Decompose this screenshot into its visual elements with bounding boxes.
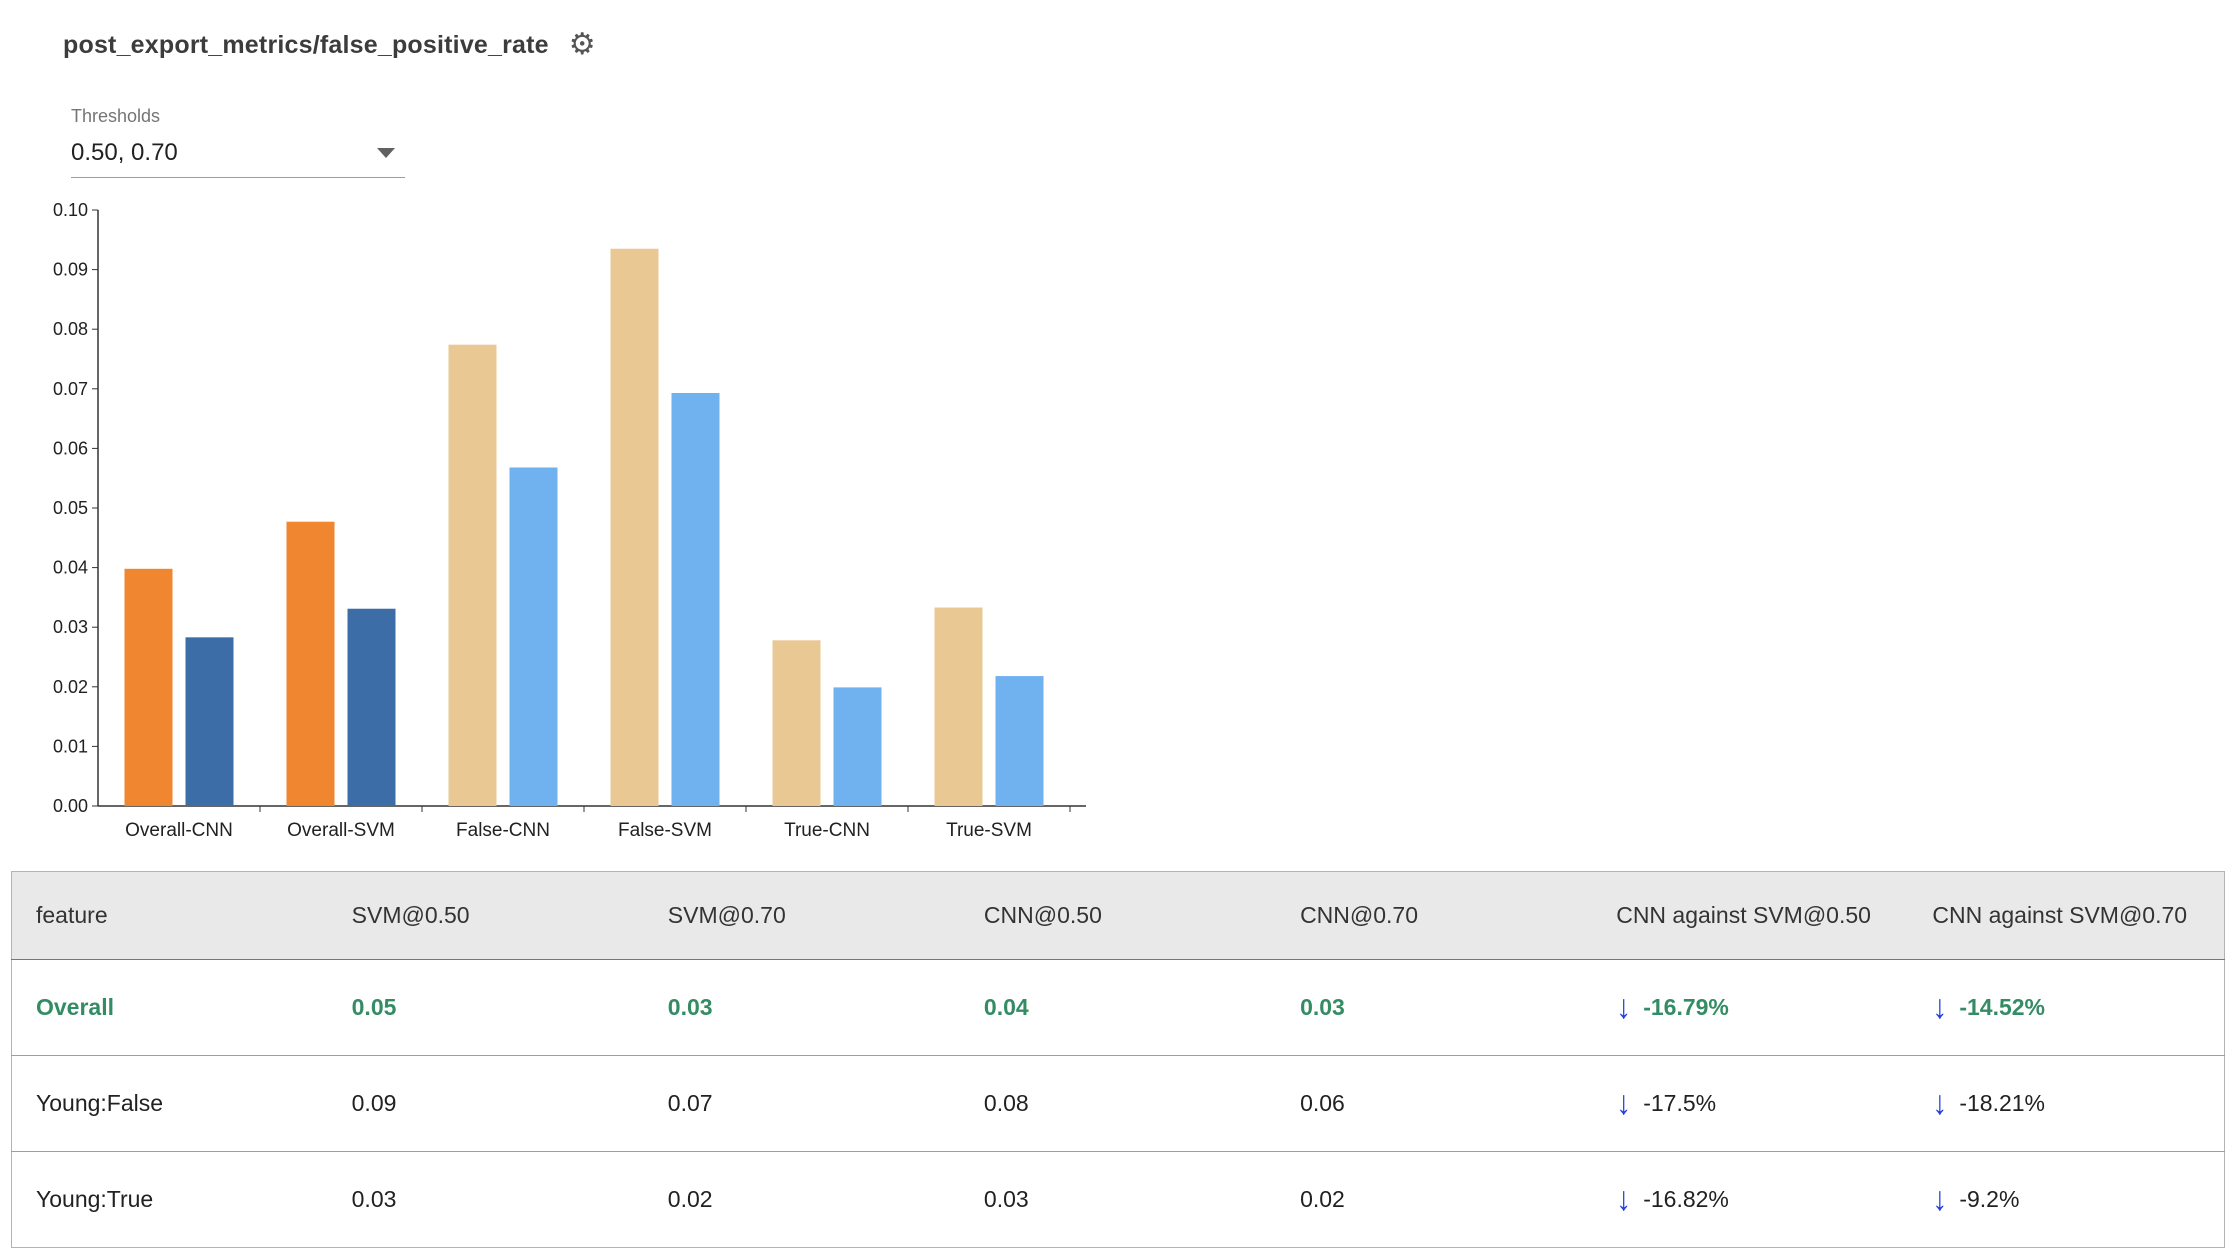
metric-cell: 0.09 [351, 1090, 397, 1116]
bar[interactable] [185, 637, 234, 806]
y-axis-tick-label: 0.09 [53, 260, 88, 280]
y-axis-tick-label: 0.10 [53, 200, 88, 220]
y-axis-tick-label: 0.01 [53, 736, 88, 756]
metric-cell: 0.03 [351, 1186, 397, 1212]
table-row[interactable]: Young:True 0.03 0.02 0.03 0.02 ↓ -16.82% ↓ -9.2% [12, 1152, 2225, 1248]
y-axis-tick-label: 0.08 [53, 319, 88, 339]
thresholds-label: Thresholds [71, 106, 161, 126]
x-axis-label: True-CNN [784, 820, 870, 841]
delta-cell: ↓ -9.2% [1908, 1152, 2224, 1248]
bar[interactable] [509, 467, 558, 806]
bar[interactable] [610, 248, 659, 807]
down-arrow-icon: ↓ [1616, 1180, 1632, 1218]
x-axis-label: False-SVM [618, 820, 712, 841]
y-axis-tick-label: 0.00 [53, 796, 88, 816]
table-header-row: feature SVM@0.50 SVM@0.70 CNN@0.50 CNN@0.70 C… [11, 871, 2225, 960]
delta-cell: ↓ -17.5% [1592, 1056, 1908, 1152]
table-row[interactable]: Overall 0.05 0.03 0.04 0.03 ↓ -16.79% ↓ -14.52% [11, 960, 2225, 1056]
delta-value: -16.82% [1643, 1185, 1729, 1212]
metric-cell: 0.02 [667, 1186, 713, 1212]
column-header: CNN@0.50 [959, 871, 1277, 960]
metric-cell: 0.03 [983, 1186, 1029, 1212]
metric-cell: 0.04 [983, 994, 1029, 1020]
table-row[interactable]: Young:False 0.09 0.07 0.08 0.06 ↓ -17.5% ↓ -18.2… [11, 1056, 2225, 1152]
x-axis-label: Overall-SVM [287, 820, 395, 841]
feature-cell: Young:False [36, 1090, 164, 1116]
bar-chart-svg: 0.00 0.01 0.02 0.03 0.04 0.05 0.06 0.07 0.08 0.09… [53, 200, 1086, 841]
metric-cell: 0.08 [983, 1090, 1029, 1116]
panel-header: post_export_metrics/false_positive_rate … [0, 0, 2236, 60]
column-header: SVM@0.70 [643, 871, 960, 960]
thresholds-dropdown[interactable]: Thresholds 0.50, 0.70 [71, 106, 405, 178]
feature-cell: Young:True [36, 1186, 154, 1212]
feature-cell: Overall [36, 994, 114, 1020]
bar[interactable] [448, 344, 497, 806]
bar[interactable] [833, 687, 882, 806]
bar[interactable] [995, 676, 1044, 806]
metric-cell: 0.07 [667, 1090, 713, 1116]
thresholds-value: 0.50, 0.70 [71, 139, 178, 166]
y-axis-tick-label: 0.03 [53, 617, 88, 637]
false-positive-rate-bar-chart: 0.00 0.01 0.02 0.03 0.04 0.05 0.06 0.07 0.08 0.09… [12, 196, 2236, 863]
down-arrow-icon: ↓ [1616, 1084, 1632, 1122]
metric-cell: 0.02 [1300, 1186, 1345, 1212]
delta-value: -17.5% [1643, 1089, 1717, 1116]
delta-value: -16.79% [1643, 993, 1729, 1020]
metric-cell: 0.05 [351, 994, 397, 1020]
column-header: CNN@0.70 [1276, 871, 1593, 960]
delta-value: -9.2% [1959, 1185, 2020, 1212]
metric-cell: 0.03 [667, 994, 713, 1020]
y-axis-tick-label: 0.04 [53, 558, 88, 578]
y-axis-tick-label: 0.07 [53, 379, 88, 399]
metrics-table: feature SVM@0.50 SVM@0.70 CNN@0.50 CNN@0.70 C… [11, 871, 2225, 1248]
y-axis-tick-label: 0.06 [53, 438, 88, 458]
down-arrow-icon: ↓ [1932, 1180, 1948, 1218]
delta-value: -14.52% [1959, 993, 2046, 1020]
down-arrow-icon: ↓ [1932, 1084, 1948, 1122]
page-title: post_export_metrics/false_positive_rate [63, 30, 549, 59]
down-arrow-icon: ↓ [1616, 988, 1632, 1026]
x-axis-label: False-CNN [456, 820, 550, 841]
delta-value: -18.21% [1959, 1089, 2046, 1116]
metric-cell: 0.06 [1300, 1090, 1345, 1116]
x-axis-label: True-SVM [946, 820, 1032, 841]
chevron-down-icon [377, 148, 395, 158]
bar[interactable] [934, 607, 983, 806]
column-header: CNN against SVM@0.70 [1908, 871, 2225, 960]
thresholds-select[interactable]: 0.50, 0.70 [71, 131, 405, 178]
bar[interactable] [671, 392, 720, 806]
delta-cell: ↓ -16.79% [1592, 960, 1908, 1056]
delta-cell: ↓ -18.21% [1908, 1056, 2224, 1152]
y-axis-tick-label: 0.02 [53, 677, 88, 697]
column-header: feature [11, 871, 328, 960]
column-header: SVM@0.50 [327, 871, 644, 960]
y-axis-tick-label: 0.05 [53, 498, 88, 518]
column-header: CNN against SVM@0.50 [1592, 871, 1909, 960]
bar[interactable] [124, 568, 173, 806]
metric-cell: 0.03 [1300, 994, 1345, 1020]
bar[interactable] [347, 608, 396, 806]
bar[interactable] [286, 521, 335, 806]
bar[interactable] [772, 640, 821, 806]
metrics-table-body: Overall 0.05 0.03 0.04 0.03 ↓ -16.79% ↓ -14.52% Y… [11, 960, 2225, 1248]
x-axis-label: Overall-CNN [125, 820, 233, 841]
metrics-table-head: feature SVM@0.50 SVM@0.70 CNN@0.50 CNN@0.70 C… [11, 871, 2225, 960]
settings-gear-icon[interactable]: ⚙ [568, 28, 596, 61]
down-arrow-icon: ↓ [1932, 988, 1948, 1026]
delta-cell: ↓ -14.52% [1908, 960, 2224, 1056]
delta-cell: ↓ -16.82% [1592, 1152, 1908, 1248]
